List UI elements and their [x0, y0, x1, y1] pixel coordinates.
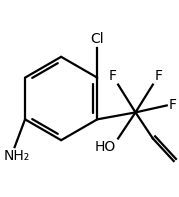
- Text: F: F: [168, 98, 176, 112]
- Text: F: F: [155, 69, 163, 83]
- Text: HO: HO: [95, 140, 116, 154]
- Text: Cl: Cl: [90, 32, 104, 46]
- Text: F: F: [108, 69, 116, 83]
- Text: NH₂: NH₂: [3, 149, 30, 163]
